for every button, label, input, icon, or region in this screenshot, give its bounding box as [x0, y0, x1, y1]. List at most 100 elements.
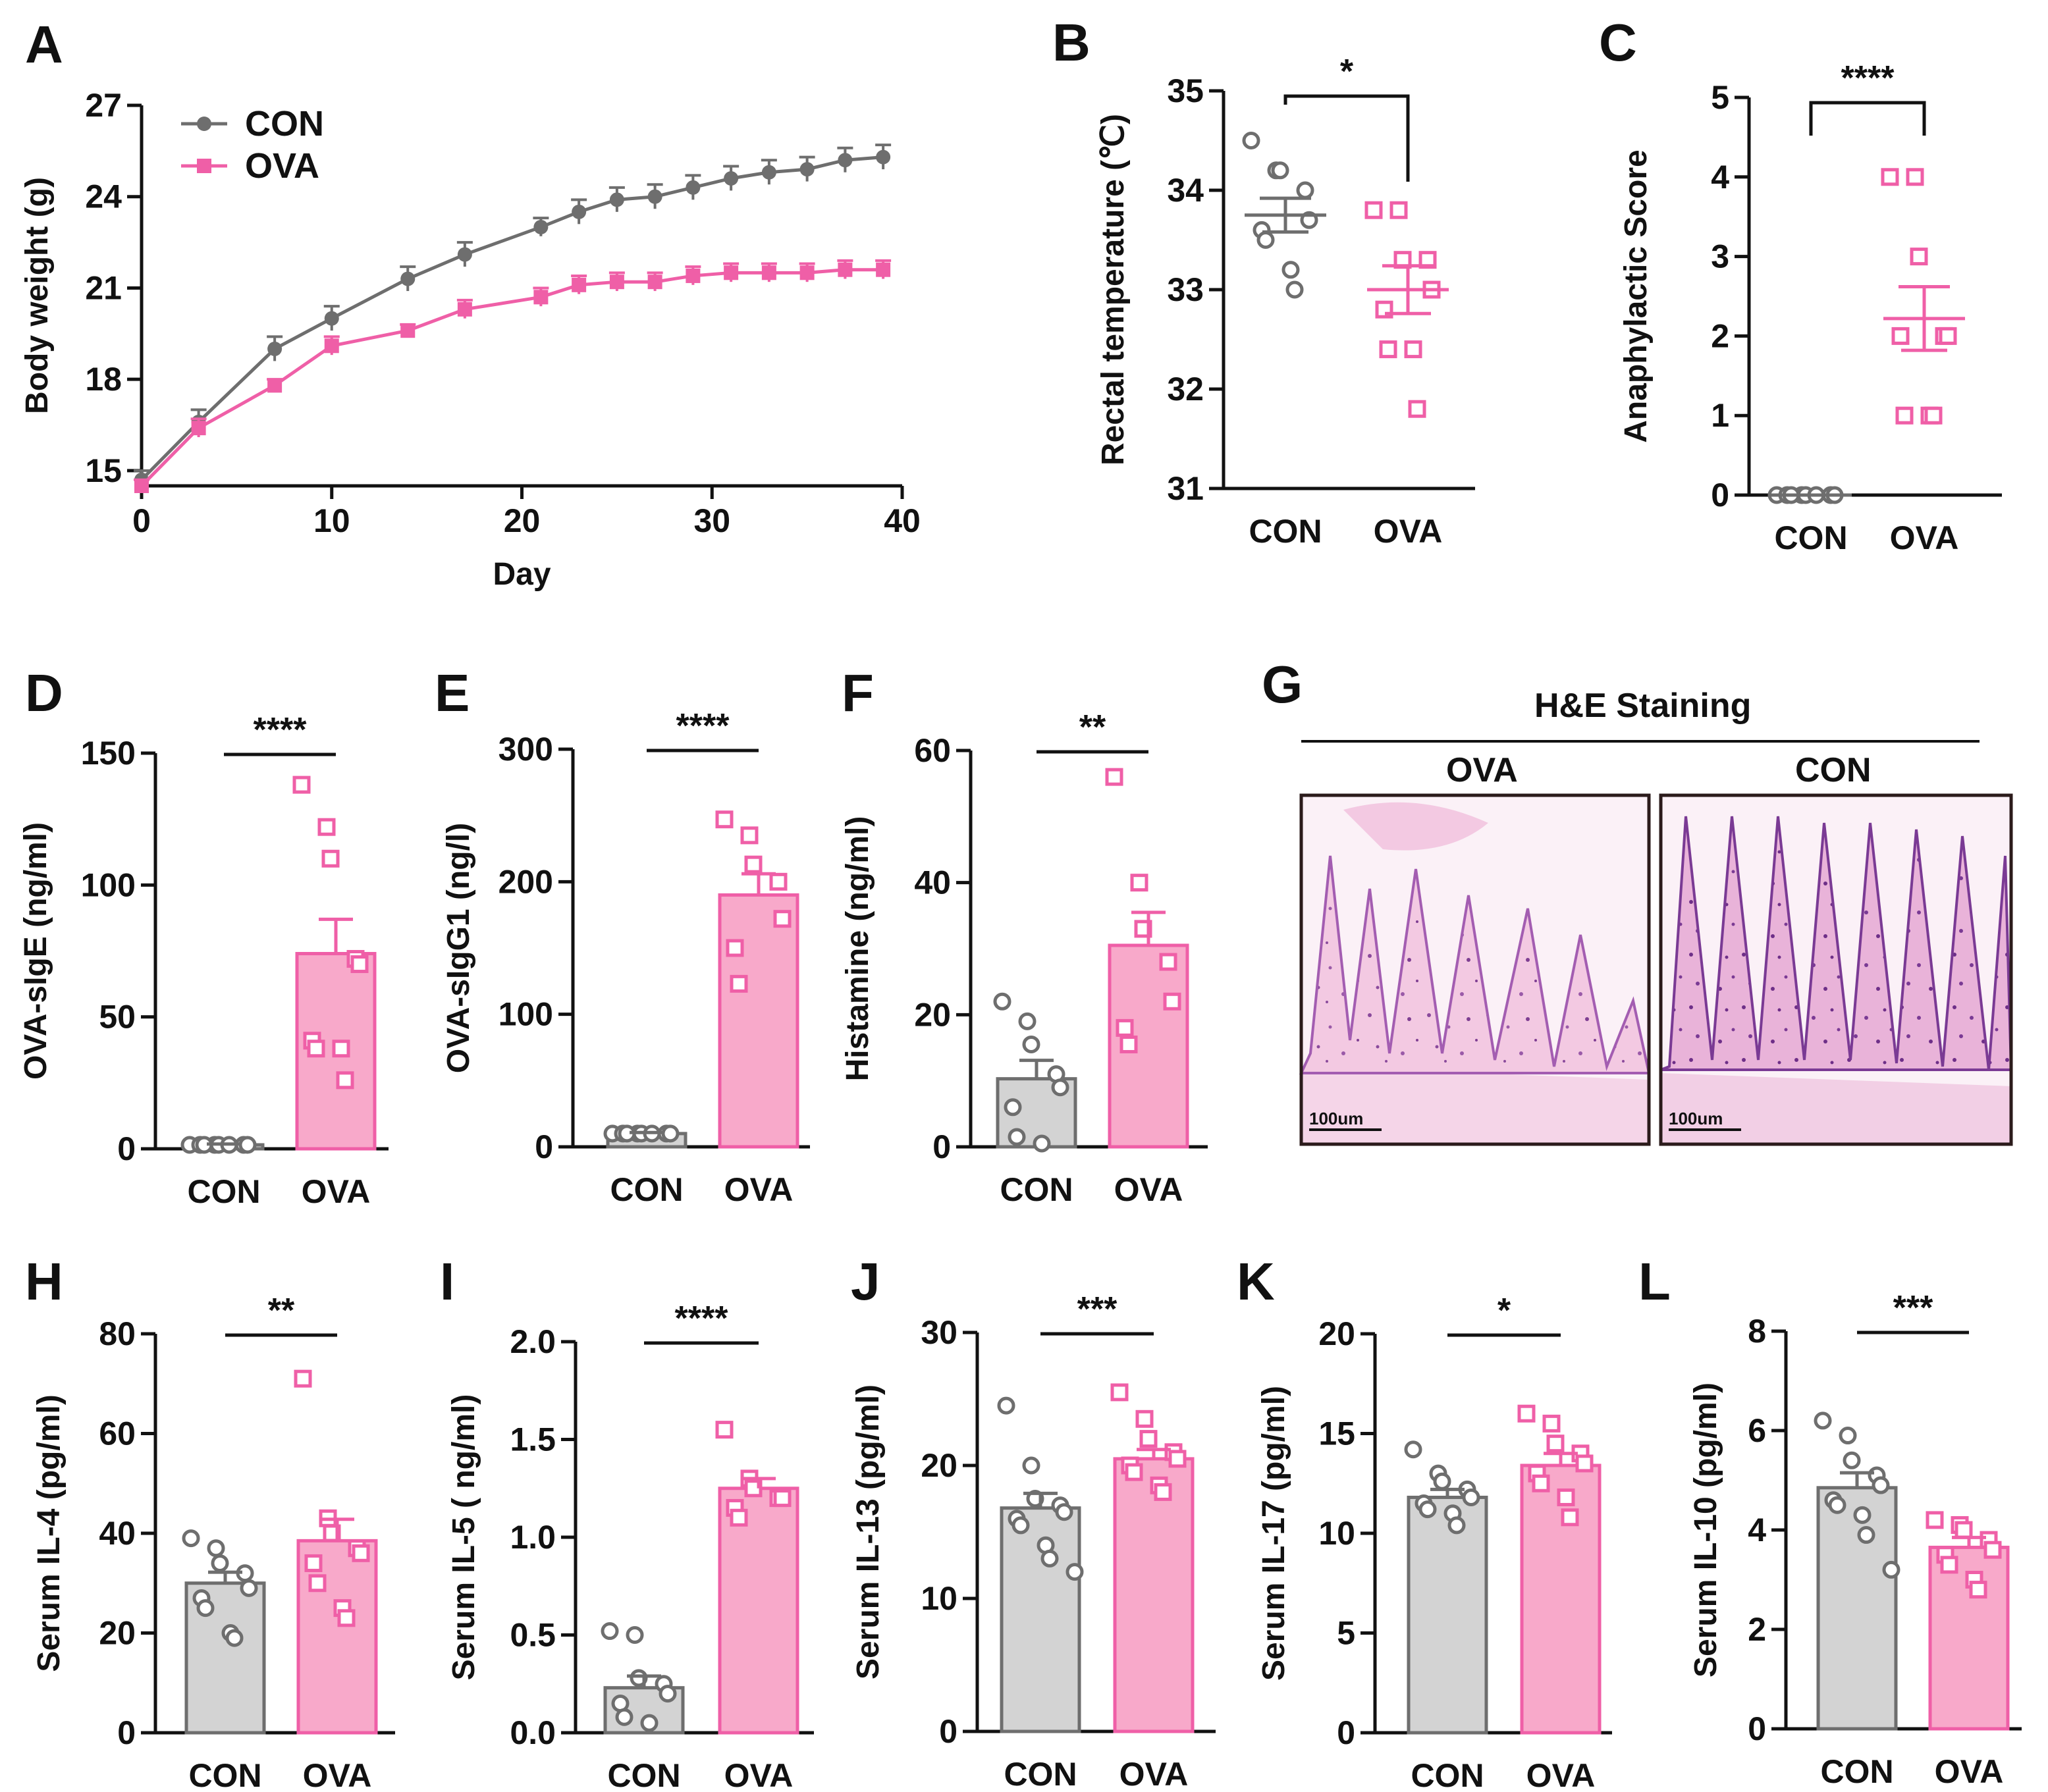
y-tick-label: 0 — [932, 1128, 951, 1165]
data-point-ova — [350, 955, 369, 974]
y-tick-label: 2 — [1711, 317, 1729, 354]
data-point-con — [1256, 231, 1275, 249]
x-tick-label-con: CON — [1774, 519, 1847, 556]
data-point-ova — [1532, 1474, 1550, 1492]
y-tick-label: 20 — [921, 1447, 957, 1484]
significance-label: **** — [1841, 59, 1895, 97]
legend-marker-ova — [197, 159, 211, 173]
y-tick-label: 0.5 — [510, 1617, 556, 1654]
panel-letter-g: G — [1262, 655, 1303, 714]
y-tick-label: 300 — [499, 731, 553, 768]
data-point-ova — [876, 262, 891, 277]
y-tick-label: 0 — [117, 1714, 136, 1751]
data-point-ova — [799, 265, 815, 280]
data-point-ova — [332, 1040, 350, 1058]
panel-letter-c: C — [1599, 13, 1637, 72]
panel-f: F 0 20 40 60 Histamine (ng/ml) CON OVA ** — [840, 664, 1208, 1208]
he-label-ova: OVA — [1446, 751, 1518, 789]
data-point-con — [1433, 1472, 1451, 1490]
data-point-ova — [1119, 1035, 1138, 1053]
data-point-ova — [1895, 406, 1914, 425]
legend-marker-con — [197, 117, 211, 131]
y-axis-label: Serum IL-13 (pg/ml) — [851, 1384, 886, 1679]
panel-h: H 0 20 40 60 80 Serum IL-4 (pg/ml) CON OVA ** — [25, 1252, 395, 1792]
data-point-ova — [773, 910, 792, 928]
y-tick-label: 20 — [1318, 1315, 1355, 1352]
data-point-con — [1040, 1549, 1059, 1568]
legend-label-ova: OVA — [245, 146, 319, 186]
significance-label: *** — [1077, 1290, 1118, 1329]
data-point-ova — [1891, 327, 1910, 345]
data-point-ova — [761, 265, 776, 280]
data-point-ova — [1154, 1483, 1172, 1501]
significance-label: ** — [268, 1292, 295, 1330]
data-point-ova — [308, 1574, 327, 1593]
significance-label: * — [1340, 53, 1354, 91]
data-point-ova — [321, 849, 340, 868]
data-point-ova — [1168, 1450, 1187, 1468]
significance-label: **** — [254, 711, 308, 749]
y-tick-label: 60 — [914, 732, 951, 769]
x-tick-label-con: CON — [1820, 1753, 1893, 1790]
panel-letter-j: J — [851, 1252, 880, 1311]
y-tick-label: 2.0 — [510, 1323, 556, 1360]
panel-letter-k: K — [1237, 1252, 1275, 1311]
data-point-ova — [1404, 340, 1422, 359]
y-tick-label: 0 — [117, 1130, 136, 1167]
data-point-con — [457, 247, 472, 262]
data-point-ova — [1105, 768, 1123, 786]
y-tick-label: 60 — [99, 1415, 136, 1452]
data-point-ova — [572, 277, 587, 292]
data-point-ova — [307, 1040, 325, 1058]
data-point-ova — [1125, 1463, 1143, 1481]
data-point-ova — [1542, 1414, 1561, 1433]
y-tick-label: 200 — [499, 863, 553, 900]
data-point-ova — [267, 378, 283, 393]
data-point-ova — [533, 290, 549, 305]
data-point-ova — [1906, 168, 1924, 186]
panel-c: C 0 1 2 3 4 5 Anaphylactic Score CON OVA **** — [1599, 13, 2002, 556]
x-tick-label-ova: OVA — [1114, 1171, 1183, 1208]
y-tick-label: 0 — [1337, 1714, 1355, 1751]
y-axis-label: Serum IL-5 ( ng/ml) — [446, 1394, 481, 1681]
data-point-con — [661, 1124, 680, 1143]
data-point-ova — [324, 338, 339, 354]
panel-letter-b: B — [1052, 13, 1091, 72]
significance-label: ** — [1079, 708, 1106, 747]
data-point-con — [761, 165, 776, 180]
y-tick-label: 34 — [1167, 172, 1204, 209]
y-tick-label: 1.0 — [510, 1519, 556, 1556]
data-point-ova — [1159, 953, 1177, 971]
x-tick-label-ova: OVA — [1890, 519, 1959, 556]
y-tick-label: 0 — [939, 1713, 957, 1750]
data-point-con — [182, 1529, 200, 1548]
data-point-con — [601, 1622, 619, 1641]
data-point-con — [238, 1136, 257, 1154]
y-tick-label: 32 — [1167, 371, 1204, 408]
y-tick-label: 150 — [81, 735, 136, 772]
y-tick-label: 15 — [85, 452, 122, 489]
data-point-con — [686, 180, 701, 195]
y-tick-label: 4 — [1711, 159, 1729, 196]
significance-label: **** — [675, 1300, 729, 1338]
data-point-con — [1853, 1506, 1872, 1524]
data-point-con — [1447, 1516, 1466, 1535]
data-point-ova — [773, 1489, 792, 1508]
data-point-con — [1022, 1035, 1040, 1053]
panel-letter-f: F — [842, 664, 874, 722]
data-point-ova — [730, 1508, 748, 1527]
data-point-con — [572, 204, 587, 219]
data-point-con — [1033, 1134, 1051, 1153]
data-point-ova — [1983, 1541, 2002, 1559]
data-point-ova — [726, 939, 744, 957]
data-point-ova — [1881, 168, 1899, 186]
x-tick-label: 0 — [132, 502, 151, 539]
data-point-con — [838, 153, 853, 168]
x-tick-label-ova: OVA — [303, 1757, 372, 1792]
data-point-ova — [1364, 201, 1383, 219]
x-tick-label-con: CON — [1411, 1757, 1484, 1792]
data-point-con — [1418, 1500, 1437, 1519]
x-tick-label: 20 — [504, 502, 541, 539]
panel-letter-e: E — [435, 664, 470, 722]
